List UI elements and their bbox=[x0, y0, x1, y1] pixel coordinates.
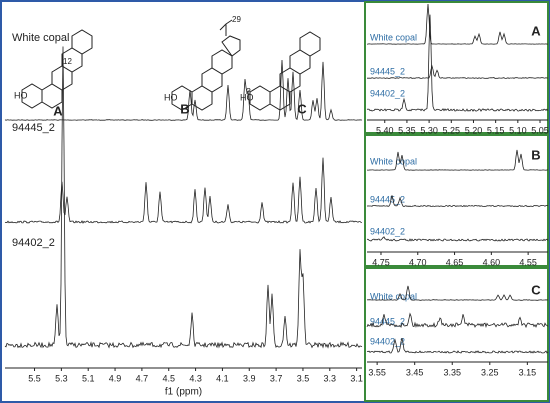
x-tick-label: 4.5 bbox=[162, 373, 175, 383]
x-tick-label: 5.40 bbox=[376, 125, 394, 135]
x-tick-label: 5.5 bbox=[28, 373, 41, 383]
trace-label: 94445_2 bbox=[370, 66, 405, 76]
atom-label: 3 bbox=[246, 86, 251, 96]
panel-frame bbox=[364, 267, 549, 402]
structure-label: C bbox=[297, 101, 307, 116]
atom-label: 29 bbox=[232, 15, 241, 24]
panel-label: C bbox=[531, 282, 541, 297]
panel-frame bbox=[364, 134, 549, 267]
x-tick-label: 5.1 bbox=[82, 373, 95, 383]
trace-label: 94445_2 bbox=[370, 316, 405, 326]
x-tick-label: 5.15 bbox=[487, 125, 505, 135]
spectrum-trace bbox=[4, 46, 363, 349]
x-tick-label: 5.3 bbox=[55, 373, 68, 383]
x-tick-label: 5.20 bbox=[465, 125, 483, 135]
spectrum-trace bbox=[366, 195, 549, 208]
spectrum-trace bbox=[367, 236, 549, 242]
atom-label: HO bbox=[14, 90, 28, 100]
spectrum-trace bbox=[4, 59, 363, 121]
trace-label: 94402_2 bbox=[12, 237, 55, 249]
x-tick-label: 5.25 bbox=[443, 125, 461, 135]
trace-label: White copal bbox=[370, 291, 417, 301]
trace-label: White copal bbox=[370, 32, 417, 42]
trace-label: 94445_2 bbox=[12, 122, 55, 134]
x-tick-label: 4.55 bbox=[519, 257, 537, 267]
x-tick-label: 4.1 bbox=[216, 373, 229, 383]
x-tick-label: 4.60 bbox=[483, 257, 501, 267]
x-tick-label: 3.35 bbox=[443, 367, 461, 377]
trace-label: 94402_2 bbox=[370, 226, 405, 236]
x-tick-label: 3.9 bbox=[243, 373, 256, 383]
trace-label: 94402_2 bbox=[370, 88, 405, 98]
x-tick-label: 3.7 bbox=[270, 373, 283, 383]
spectrum-trace bbox=[4, 157, 363, 224]
structures bbox=[21, 19, 321, 111]
x-tick-label: 5.35 bbox=[398, 125, 416, 135]
panel-frame bbox=[364, 1, 549, 134]
atom-label: HO bbox=[240, 92, 254, 102]
spectrum-trace bbox=[366, 285, 549, 301]
spectrum-trace bbox=[367, 64, 549, 79]
atom-label: 12 bbox=[63, 57, 72, 66]
x-tick-label: 3.3 bbox=[324, 373, 337, 383]
trace-label: 94445_2 bbox=[370, 194, 405, 204]
structure-label: B bbox=[180, 101, 189, 116]
x-tick-label: 3.5 bbox=[297, 373, 310, 383]
structure-label: A bbox=[53, 103, 63, 118]
x-tick-label: 4.7 bbox=[136, 373, 149, 383]
x-axis-label: f1 (ppm) bbox=[165, 387, 202, 398]
x-tick-label: 4.9 bbox=[109, 373, 122, 383]
x-tick-label: 5.30 bbox=[420, 125, 438, 135]
trace-label: White copal bbox=[370, 156, 417, 166]
x-tick-label: 4.70 bbox=[409, 257, 427, 267]
x-tick-label: 4.65 bbox=[446, 257, 464, 267]
x-tick-label: 3.45 bbox=[406, 367, 424, 377]
spectrum-trace bbox=[366, 312, 549, 329]
panel-label: B bbox=[531, 147, 540, 162]
x-tick-label: 3.25 bbox=[481, 367, 499, 377]
x-tick-label: 5.10 bbox=[509, 125, 527, 135]
x-tick-label: 4.75 bbox=[372, 257, 390, 267]
x-tick-label: 5.05 bbox=[531, 125, 549, 135]
spectrum-trace bbox=[366, 337, 549, 354]
atom-label: HO bbox=[164, 92, 178, 102]
panel-label: A bbox=[531, 23, 541, 38]
x-tick-label: 4.3 bbox=[189, 373, 202, 383]
x-tick-label: 3.1 bbox=[350, 373, 363, 383]
spectrum-trace bbox=[367, 3, 549, 45]
x-tick-label: 3.15 bbox=[519, 367, 537, 377]
spectrum-trace bbox=[367, 149, 549, 171]
trace-label: 94402_2 bbox=[370, 336, 405, 346]
trace-label: White copal bbox=[12, 32, 69, 44]
spectrum-trace bbox=[366, 14, 549, 112]
x-tick-label: 3.55 bbox=[368, 367, 386, 377]
